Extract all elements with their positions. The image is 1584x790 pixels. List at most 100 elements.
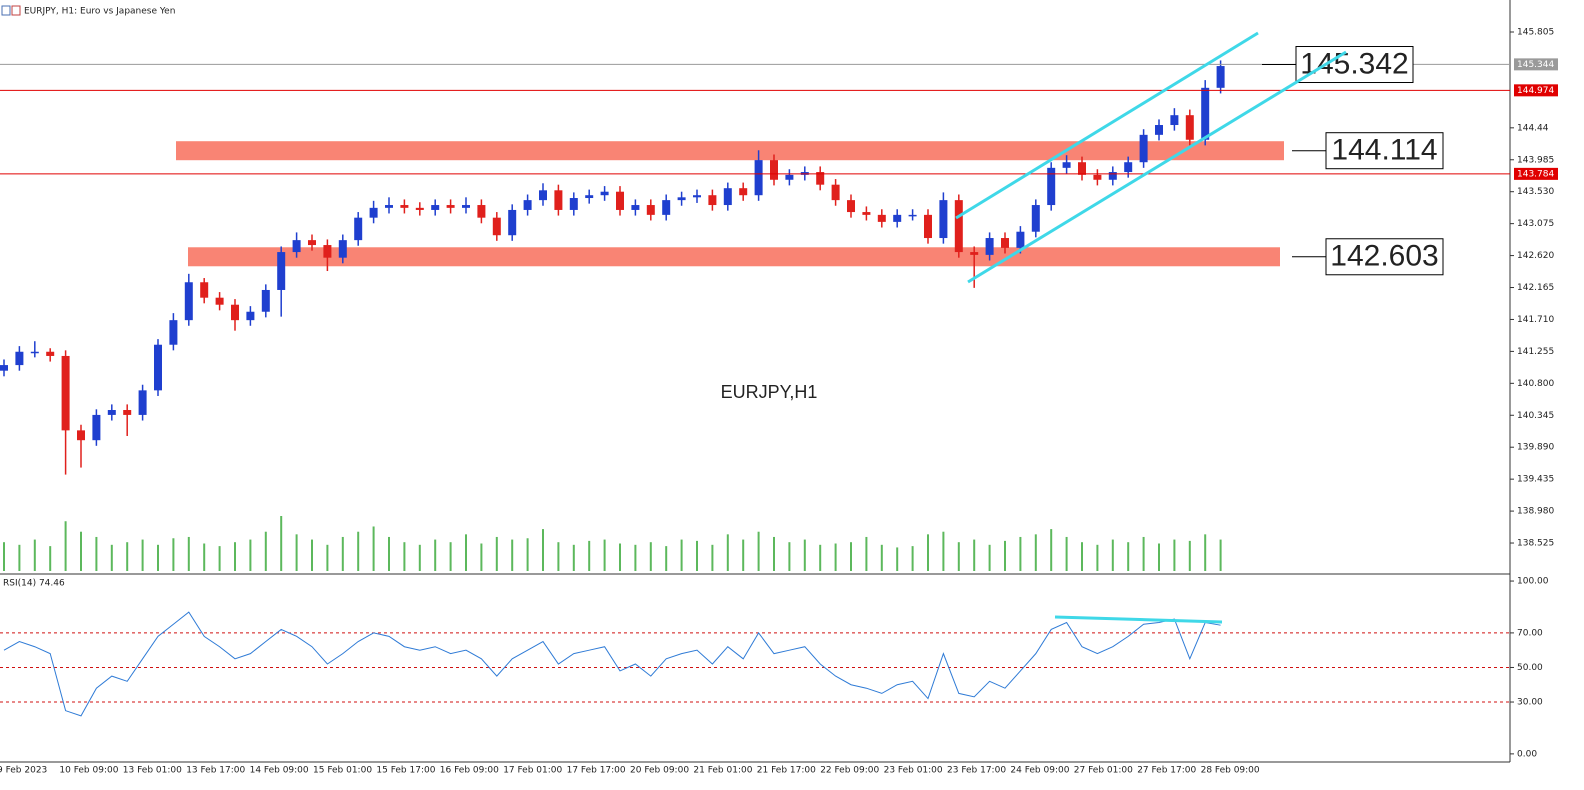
candle-body bbox=[662, 200, 671, 215]
candle-body bbox=[92, 414, 101, 441]
volume-bar bbox=[1019, 536, 1022, 571]
y-tick-label: 142.620 bbox=[1517, 251, 1554, 261]
header-title: EURJPY, H1: Euro vs Japanese Yen bbox=[24, 7, 175, 17]
candle-body bbox=[492, 217, 501, 236]
candle-body bbox=[1031, 205, 1040, 232]
level-box bbox=[1295, 46, 1414, 84]
volume-bar bbox=[819, 544, 822, 571]
y-tick-label: 144.44 bbox=[1517, 123, 1549, 133]
candle-body bbox=[107, 410, 116, 415]
volume-bar bbox=[649, 542, 652, 571]
candle-body bbox=[985, 238, 994, 255]
volume-bar bbox=[495, 536, 498, 571]
volume-bar bbox=[1188, 540, 1191, 571]
candle-body bbox=[354, 217, 363, 241]
volume-bar bbox=[1081, 542, 1083, 571]
zone bbox=[188, 247, 1280, 267]
candle-body bbox=[292, 240, 301, 253]
volume-bar bbox=[1219, 539, 1222, 571]
volume-bar bbox=[403, 542, 406, 571]
volume-bar bbox=[1034, 534, 1037, 571]
volume-bar bbox=[449, 542, 452, 571]
y-tick-label: 139.435 bbox=[1517, 475, 1554, 485]
candle-body bbox=[1093, 174, 1102, 180]
candle-body bbox=[1216, 66, 1225, 88]
candle-body bbox=[323, 245, 332, 258]
candle-body bbox=[908, 214, 917, 217]
volume-bar bbox=[64, 521, 67, 571]
volume-bar bbox=[973, 539, 976, 571]
candle-body bbox=[831, 184, 840, 201]
volume-bar bbox=[1111, 539, 1114, 571]
candle-body bbox=[184, 282, 193, 321]
volume-bar bbox=[157, 544, 159, 571]
candle-body bbox=[893, 214, 902, 222]
y-tick-label: 141.710 bbox=[1517, 315, 1554, 325]
volume-bar bbox=[465, 534, 467, 571]
candle-body bbox=[1062, 162, 1071, 168]
x-tick-label: 17 Feb 17:00 bbox=[567, 766, 626, 776]
candle-body bbox=[939, 200, 948, 239]
volume-bar bbox=[95, 536, 98, 571]
volume-bar bbox=[588, 540, 591, 571]
volume-bar bbox=[434, 539, 437, 571]
volume-bar bbox=[711, 544, 714, 571]
x-tick-label: 15 Feb 17:00 bbox=[376, 766, 435, 776]
x-tick-label: 23 Feb 01:00 bbox=[884, 766, 943, 776]
y-tick-label: 143.985 bbox=[1517, 155, 1554, 165]
volume-bar bbox=[634, 544, 637, 571]
candle-body bbox=[385, 205, 393, 208]
volume-bar bbox=[834, 543, 837, 571]
candle-body bbox=[770, 160, 778, 180]
volume-bar bbox=[665, 546, 668, 571]
volume-bar bbox=[865, 536, 868, 571]
x-tick-label: 20 Feb 09:00 bbox=[630, 766, 689, 776]
volume-bar bbox=[757, 531, 760, 571]
y-tick-label: 139.890 bbox=[1517, 443, 1554, 453]
candle-body bbox=[30, 351, 39, 354]
rsi-line bbox=[3, 611, 1221, 717]
price-label-bg bbox=[1514, 167, 1558, 180]
candle-body bbox=[970, 252, 979, 255]
candle-body bbox=[215, 297, 224, 305]
candle-body bbox=[338, 240, 347, 258]
x-tick-label: 13 Feb 01:00 bbox=[123, 766, 182, 776]
zone bbox=[176, 141, 1284, 161]
volume-bar bbox=[773, 536, 775, 571]
volume-bar bbox=[1096, 544, 1099, 571]
candle-body bbox=[77, 430, 85, 441]
volume-bar bbox=[1050, 529, 1053, 571]
volume-bar bbox=[696, 540, 698, 571]
level-label: 145.342 bbox=[1300, 47, 1408, 80]
volume-bar bbox=[218, 546, 221, 571]
volume-bar bbox=[372, 526, 375, 571]
rsi-title: RSI(14) 74.46 bbox=[3, 579, 65, 589]
volume-bar bbox=[418, 544, 421, 571]
candle-body bbox=[1047, 167, 1056, 206]
price-label-bg bbox=[1514, 84, 1558, 97]
volume-bar bbox=[341, 536, 344, 571]
candle-body bbox=[585, 195, 594, 199]
price-label: 145.344 bbox=[1517, 60, 1554, 70]
volume-bar bbox=[1173, 539, 1176, 571]
header-icons bbox=[1, 5, 21, 16]
candle-body bbox=[1078, 162, 1086, 175]
x-tick-label: 24 Feb 09:00 bbox=[1010, 766, 1069, 776]
x-tick-label: 22 Feb 09:00 bbox=[820, 766, 879, 776]
y-tick-label: 138.980 bbox=[1517, 507, 1554, 517]
x-tick-label: 9 Feb 2023 bbox=[0, 766, 47, 776]
volume-bar bbox=[803, 539, 806, 571]
volume-bar bbox=[80, 531, 82, 571]
candle-body bbox=[369, 207, 378, 218]
volume-bar bbox=[942, 531, 945, 571]
y-tick-label: 140.345 bbox=[1517, 411, 1554, 421]
candle-body bbox=[123, 410, 132, 415]
candle-body bbox=[523, 200, 532, 210]
candle-body bbox=[138, 390, 147, 415]
volume-bar bbox=[249, 539, 252, 571]
candle-body bbox=[600, 191, 609, 196]
y-tick-label: 140.800 bbox=[1517, 379, 1554, 389]
volume-bar bbox=[511, 539, 514, 571]
level-label: 144.114 bbox=[1331, 134, 1437, 167]
x-tick-label: 17 Feb 01:00 bbox=[503, 766, 562, 776]
